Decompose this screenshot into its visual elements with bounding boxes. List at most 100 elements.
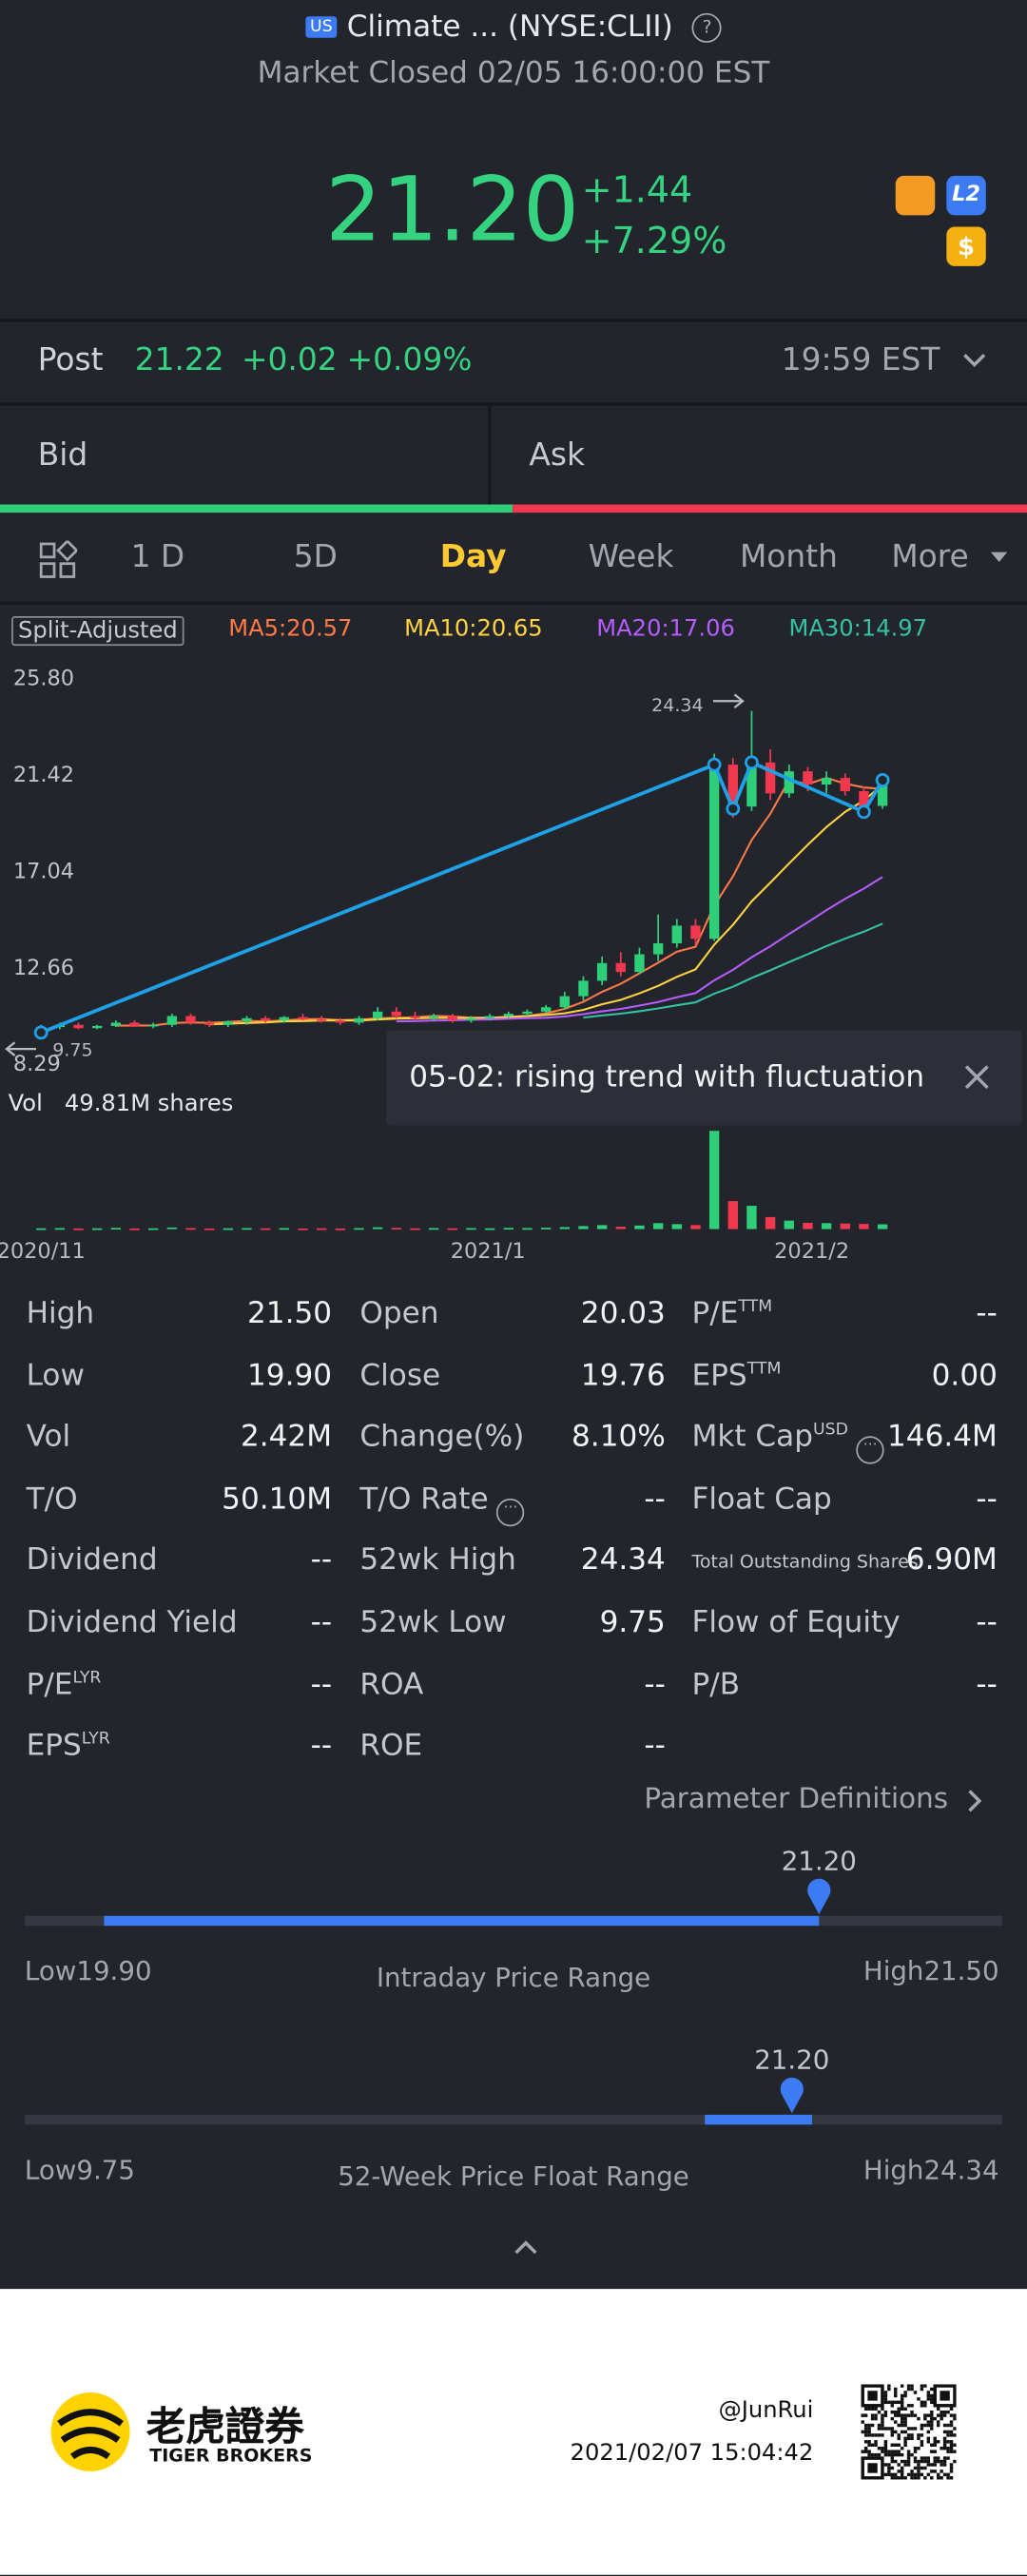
qr-cell [906,2459,911,2464]
qr-cell [863,2423,868,2428]
volume-bar [484,1228,495,1230]
qr-cell [926,2436,931,2441]
qr-cell [883,2400,888,2405]
candle-body [298,1017,308,1019]
stat-label: Change(%) [359,1420,524,1454]
period-tab[interactable]: 1 D [130,538,185,575]
info-icon[interactable]: ··· [496,1498,525,1526]
candle-body [708,765,720,939]
post-time[interactable]: 19:59 EST [781,341,940,378]
qr-cell [867,2440,871,2444]
period-tab[interactable]: More [891,538,969,575]
period-tab[interactable]: Week [588,538,674,575]
qr-cell [874,2413,878,2417]
annotation-close[interactable] [964,1065,989,1090]
qr-cell [897,2407,901,2411]
qr-cell [913,2456,918,2460]
qr-cell [890,2427,895,2431]
more-arrow[interactable] [990,552,1008,562]
range-low-value: 19.90 [76,1955,152,1987]
stat-label: EPSTTM [691,1358,781,1392]
stat-label-text: Close [359,1358,441,1393]
qr-cell [887,2387,891,2392]
qr-cell [887,2463,891,2467]
y-tick-label: 25.80 [13,666,74,690]
qr-cell [942,2446,947,2450]
qr-finder [933,2384,957,2408]
stat-superscript: TTM [738,1298,773,1317]
qr-cell [923,2459,927,2464]
qr-cell [894,2450,898,2453]
help-icon[interactable]: ? [692,12,723,43]
period-tab[interactable]: Day [439,538,507,575]
stat-value: 2.42M [240,1420,333,1455]
ma-line [396,876,883,1023]
chevron-down[interactable] [959,348,989,371]
qr-cell [949,2446,954,2450]
range-current: 21.20 [754,2043,830,2076]
stat-value: 21.50 [247,1296,333,1331]
period-tab[interactable]: 5D [293,538,338,575]
level2-badge[interactable]: L2 [946,175,986,216]
qr-cell [900,2416,904,2421]
chevron-right[interactable] [963,1786,986,1815]
qr-cell [863,2440,868,2444]
ma-line [115,776,883,1027]
qr-cell [940,2459,943,2464]
y-tick-label: 21.42 [13,763,74,787]
icon-badge[interactable] [895,175,936,216]
volume-bar [73,1228,84,1230]
volume-bar [522,1228,533,1230]
qr-cell [946,2410,950,2414]
qr-cell [910,2413,914,2417]
candle-body [540,1007,552,1012]
qr-cell [946,2450,950,2453]
qr-cell [949,2423,954,2428]
qr-cell [906,2436,911,2441]
volume-bar [859,1224,869,1230]
qr-cell [897,2436,901,2441]
layout-icon[interactable] [38,540,78,580]
qr-cell [874,2416,878,2421]
period-tab[interactable]: Month [739,538,838,575]
trend-point [33,1025,48,1040]
qr-cell [877,2446,882,2450]
qr-cell [917,2397,920,2401]
qr-code [861,2384,957,2480]
parameter-definitions[interactable]: Parameter Definitions [644,1782,949,1816]
volume-bar [596,1225,608,1230]
qr-cell [867,2443,871,2447]
trend-point [726,802,741,816]
qr-cell [910,2410,914,2414]
qr-cell [917,2476,920,2480]
qr-finder [861,2456,884,2480]
candle-body [746,762,757,807]
qr-cell [903,2423,907,2428]
qr-cell [874,2452,878,2457]
qr-cell [887,2452,891,2457]
post-price: 21.22 [134,341,224,378]
volume-bar [690,1225,701,1230]
qr-cell [883,2463,888,2467]
qr-cell [949,2463,954,2467]
info-icon[interactable]: ··· [856,1436,884,1464]
volume-bar [708,1131,720,1230]
qr-cell [887,2469,891,2473]
qr-cell [890,2456,895,2460]
collapse-caret[interactable] [510,2235,543,2257]
volume-bar [279,1228,290,1230]
qr-cell [953,2427,957,2431]
volume-bar [391,1228,402,1230]
ma-label: MA20:17.06 [596,616,735,643]
footer: 老虎證券 TIGER BROKERS @JunRui 2021/02/07 15… [0,2289,1027,2575]
qr-cell [887,2384,891,2388]
qr-cell [887,2427,891,2431]
split-adjusted[interactable]: Split-Adjusted [11,616,184,647]
qr-cell [930,2400,934,2405]
qr-cell [936,2413,940,2417]
stat-label: Total Outstanding Shares [691,1552,918,1573]
tiger-logo [50,2392,130,2471]
qr-cell [897,2443,901,2447]
divider [488,404,492,505]
dollar-badge[interactable]: $ [946,226,986,266]
